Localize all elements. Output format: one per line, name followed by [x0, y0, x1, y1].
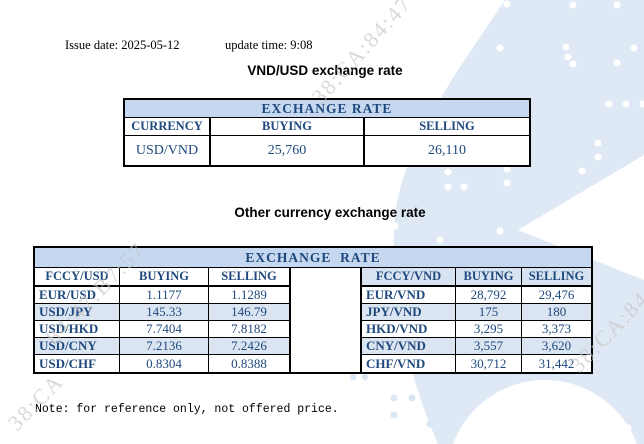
- buying-cell: 3,557: [456, 338, 522, 355]
- other-table-title: Other currency exchange rate: [234, 205, 426, 220]
- header-cell-fccy-usd: FCCY/USD: [35, 268, 120, 287]
- background-wedge: [518, 155, 644, 280]
- header-cell-buying-right: BUYING: [456, 268, 522, 287]
- usd-table-data-row: USD/VND 25,760 26,110: [125, 136, 529, 165]
- pair-cell: USD/CHF: [35, 355, 120, 372]
- selling-cell: 7.8182: [209, 321, 291, 338]
- issue-date-text: Issue date: 2025-05-12: [65, 38, 180, 52]
- buying-cell: 3,295: [456, 321, 522, 338]
- header-cell-buying: BUYING: [211, 118, 365, 135]
- pair-cell: USD/JPY: [35, 304, 120, 321]
- pair-cell: HKD/VND: [362, 321, 456, 338]
- currency-pair-cell: USD/VND: [125, 136, 211, 165]
- pair-cell: USD/HKD: [35, 321, 120, 338]
- selling-rate-cell: 26,110: [365, 136, 529, 165]
- update-time-text: update time: 9:08: [225, 38, 313, 52]
- usd-exchange-table: EXCHANGE RATE CURRENCY BUYING SELLING US…: [123, 98, 531, 167]
- header-cell-buying-left: BUYING: [120, 268, 209, 287]
- pair-cell: EUR/USD: [35, 287, 120, 304]
- header-cell-currency: CURRENCY: [125, 118, 211, 135]
- other-table-band: EXCHANGE RATE: [35, 248, 591, 268]
- selling-cell: 3,620: [522, 338, 591, 355]
- selling-cell: 180: [522, 304, 591, 321]
- header-cell-selling-left: SELLING: [209, 268, 291, 287]
- buying-cell: 30,712: [456, 355, 522, 372]
- usd-table-band: EXCHANGE RATE: [125, 100, 529, 118]
- selling-cell: 31,442: [522, 355, 591, 372]
- selling-cell: 29,476: [522, 287, 591, 304]
- note-text: Note: for reference only, not offered pr…: [35, 403, 339, 416]
- buying-cell: 7.2136: [120, 338, 209, 355]
- other-table-grid: FCCY/USD BUYING SELLING FCCY/VND BUYING …: [35, 268, 591, 372]
- buying-cell: 0.8304: [120, 355, 209, 372]
- buying-cell: 1.1177: [120, 287, 209, 304]
- selling-cell: 7.2426: [209, 338, 291, 355]
- selling-cell: 1.1289: [209, 287, 291, 304]
- usd-table-title: VND/USD exchange rate: [247, 63, 403, 78]
- pair-cell: EUR/VND: [362, 287, 456, 304]
- selling-cell: 0.8388: [209, 355, 291, 372]
- pair-cell: CNY/VND: [362, 338, 456, 355]
- pair-cell: CHF/VND: [362, 355, 456, 372]
- buying-cell: 175: [456, 304, 522, 321]
- buying-cell: 28,792: [456, 287, 522, 304]
- buying-cell: 145.33: [120, 304, 209, 321]
- header-cell-selling: SELLING: [365, 118, 529, 135]
- buying-cell: 7.7404: [120, 321, 209, 338]
- table-gap-cell: [291, 268, 362, 372]
- background-disc: [453, 380, 637, 444]
- header-cell-selling-right: SELLING: [522, 268, 591, 287]
- selling-cell: 146.79: [209, 304, 291, 321]
- selling-cell: 3,373: [522, 321, 591, 338]
- header-cell-fccy-vnd: FCCY/VND: [362, 268, 456, 287]
- pair-cell: USD/CNY: [35, 338, 120, 355]
- pair-cell: JPY/VND: [362, 304, 456, 321]
- buying-rate-cell: 25,760: [211, 136, 365, 165]
- other-exchange-table: EXCHANGE RATE FCCY/USD BUYING SELLING FC…: [33, 246, 593, 374]
- usd-table-header-row: CURRENCY BUYING SELLING: [125, 118, 529, 136]
